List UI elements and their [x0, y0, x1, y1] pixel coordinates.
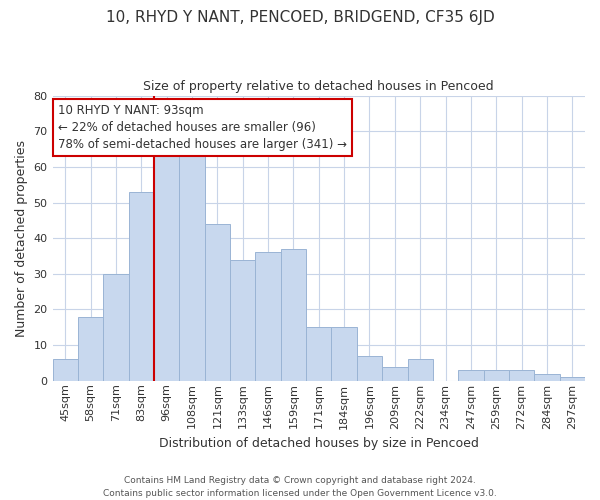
Bar	[179, 156, 205, 381]
Bar	[382, 366, 407, 381]
Bar	[534, 374, 560, 381]
Text: Contains HM Land Registry data © Crown copyright and database right 2024.
Contai: Contains HM Land Registry data © Crown c…	[103, 476, 497, 498]
Bar	[256, 252, 281, 381]
Text: 10, RHYD Y NANT, PENCOED, BRIDGEND, CF35 6JD: 10, RHYD Y NANT, PENCOED, BRIDGEND, CF35…	[106, 10, 494, 25]
Bar	[484, 370, 509, 381]
Bar	[509, 370, 534, 381]
Bar	[103, 274, 128, 381]
Bar	[128, 192, 154, 381]
Bar	[281, 249, 306, 381]
Bar	[230, 260, 256, 381]
Bar	[306, 328, 331, 381]
Bar	[205, 224, 230, 381]
X-axis label: Distribution of detached houses by size in Pencoed: Distribution of detached houses by size …	[159, 437, 479, 450]
Bar	[357, 356, 382, 381]
Bar	[331, 328, 357, 381]
Bar	[458, 370, 484, 381]
Bar	[154, 146, 179, 381]
Bar	[407, 360, 433, 381]
Text: 10 RHYD Y NANT: 93sqm
← 22% of detached houses are smaller (96)
78% of semi-deta: 10 RHYD Y NANT: 93sqm ← 22% of detached …	[58, 104, 347, 151]
Bar	[560, 377, 585, 381]
Y-axis label: Number of detached properties: Number of detached properties	[15, 140, 28, 336]
Title: Size of property relative to detached houses in Pencoed: Size of property relative to detached ho…	[143, 80, 494, 93]
Bar	[78, 316, 103, 381]
Bar	[53, 360, 78, 381]
